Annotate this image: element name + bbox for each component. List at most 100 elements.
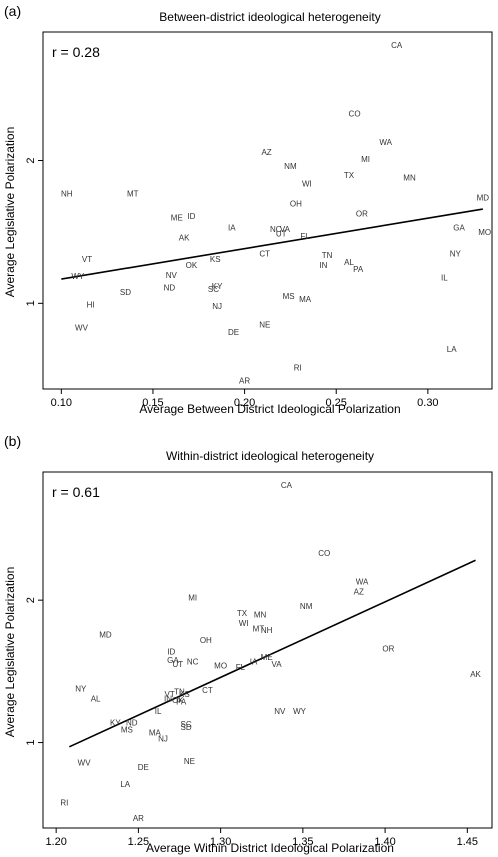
state-label-vt: VT — [82, 255, 92, 264]
state-label-ri: RI — [294, 364, 302, 373]
state-label-la: LA — [120, 780, 130, 789]
x-tick-label: 0.15 — [142, 397, 163, 409]
state-label-ri: RI — [60, 798, 68, 807]
state-label-ne: NE — [184, 757, 195, 766]
panel-b: (b) Within-district ideological heteroge… — [3, 433, 493, 855]
state-label-wv: WV — [78, 758, 92, 767]
state-label-ia: IA — [250, 657, 258, 666]
panel-a-plot-frame — [42, 31, 493, 390]
state-label-nj: NJ — [212, 302, 222, 311]
panel-b-fit-line-group — [68, 559, 476, 748]
panel-a: (a) Between-district ideological heterog… — [3, 3, 493, 416]
state-label-nm: NM — [300, 602, 313, 611]
state-label-me: ME — [171, 214, 183, 223]
state-label-me: ME — [261, 653, 273, 662]
state-label-in: IN — [319, 261, 327, 270]
state-label-nm: NM — [284, 162, 297, 171]
panel-a-y-axis-label: Average Legislative Polarization — [3, 127, 17, 298]
fit-line — [68, 559, 476, 748]
state-label-mo: MO — [478, 228, 491, 237]
state-label-ia: IA — [228, 224, 236, 233]
state-label-il: IL — [441, 274, 448, 283]
state-label-ar: AR — [133, 814, 144, 823]
state-label-oh: OH — [290, 199, 302, 208]
state-label-ny: NY — [75, 684, 87, 693]
state-label-ak: AK — [179, 234, 190, 243]
state-label-hi: HI — [87, 301, 95, 310]
panel-b-x-axis-label: Average Within District Ideological Pola… — [146, 841, 394, 855]
panel-a-title: Between-district ideological heterogenei… — [159, 10, 380, 24]
state-label-wa: WA — [379, 138, 392, 147]
state-label-tx: TX — [344, 171, 355, 180]
state-label-or: OR — [356, 209, 368, 218]
state-label-mn: MN — [403, 174, 416, 183]
state-label-ar: AR — [239, 376, 250, 385]
state-label-va: VA — [272, 660, 283, 669]
state-label-la: LA — [447, 345, 457, 354]
state-label-ma: MA — [299, 295, 312, 304]
panel-a-ticks: 0.10 0.15 0.20 0.25 0.30 1 2 — [25, 157, 439, 409]
state-label-tx: TX — [237, 609, 248, 618]
state-label-sd: SD — [120, 288, 131, 297]
state-label-ma: MA — [149, 729, 162, 738]
state-label-in: IN — [164, 694, 172, 703]
state-label-ky: KY — [110, 719, 121, 728]
panel-a-fit-line-group — [61, 208, 483, 280]
panel-b-label: (b) — [4, 433, 21, 449]
state-label-wi: WI — [302, 179, 312, 188]
state-label-ga: GA — [453, 224, 465, 233]
state-label-ok: OK — [172, 696, 184, 705]
state-label-pa: PA — [353, 265, 364, 274]
panel-b-ticks: 1.20 1.25 1.30 1.35 1.40 1.45 1 2 — [25, 597, 478, 848]
state-label-ks: KS — [179, 690, 190, 699]
state-label-mi: MI — [188, 593, 197, 602]
state-label-ak: AK — [470, 670, 481, 679]
state-label-ky: KY — [212, 282, 223, 291]
state-label-co: CO — [318, 549, 330, 558]
state-label-id: ID — [167, 647, 175, 656]
state-label-mt: MT — [253, 625, 265, 634]
state-label-fl: FL — [300, 232, 310, 241]
state-label-vt: VT — [165, 690, 175, 699]
state-label-tn: TN — [174, 687, 185, 696]
y-tick-label: 2 — [25, 597, 37, 603]
state-label-ut: UT — [173, 660, 184, 669]
x-tick-label: 1.25 — [128, 836, 149, 848]
state-label-sc: SC — [181, 720, 192, 729]
state-label-mn: MN — [254, 610, 267, 619]
state-label-id: ID — [187, 212, 195, 221]
x-tick-label: 0.30 — [417, 397, 438, 409]
state-label-tn: TN — [322, 251, 333, 260]
state-label-sc: SC — [208, 285, 219, 294]
state-label-fl: FL — [236, 663, 246, 672]
state-label-pa: PA — [176, 697, 187, 706]
state-label-md: MD — [99, 630, 112, 639]
state-label-ok: OK — [186, 261, 198, 270]
panel-a-label: (a) — [4, 3, 21, 19]
state-label-al: AL — [91, 694, 101, 703]
panel-a-x-axis-label: Average Between District Ideological Pol… — [139, 402, 400, 416]
x-tick-label: 1.45 — [457, 836, 478, 848]
x-tick-label: 0.25 — [326, 397, 347, 409]
state-label-wi: WI — [239, 619, 249, 628]
state-label-mt: MT — [127, 189, 139, 198]
panel-b-y-axis-label: Average Legislative Polarization — [3, 567, 17, 738]
state-label-nd: ND — [164, 284, 176, 293]
state-label-de: DE — [228, 328, 239, 337]
panel-b-correlation: r = 0.61 — [52, 484, 100, 500]
state-label-co: CO — [349, 109, 361, 118]
state-label-mo: MO — [214, 662, 227, 671]
state-label-ca: CA — [391, 41, 403, 50]
x-tick-label: 0.20 — [234, 397, 255, 409]
state-label-az: AZ — [261, 148, 271, 157]
state-label-az: AZ — [354, 588, 364, 597]
state-label-va: VA — [280, 225, 291, 234]
state-label-ct: CT — [202, 686, 213, 695]
state-label-md: MD — [477, 194, 490, 203]
state-label-ct: CT — [259, 249, 270, 258]
state-label-nd: ND — [126, 719, 138, 728]
state-label-wy: WY — [71, 272, 85, 281]
panel-a-correlation: r = 0.28 — [52, 44, 100, 60]
